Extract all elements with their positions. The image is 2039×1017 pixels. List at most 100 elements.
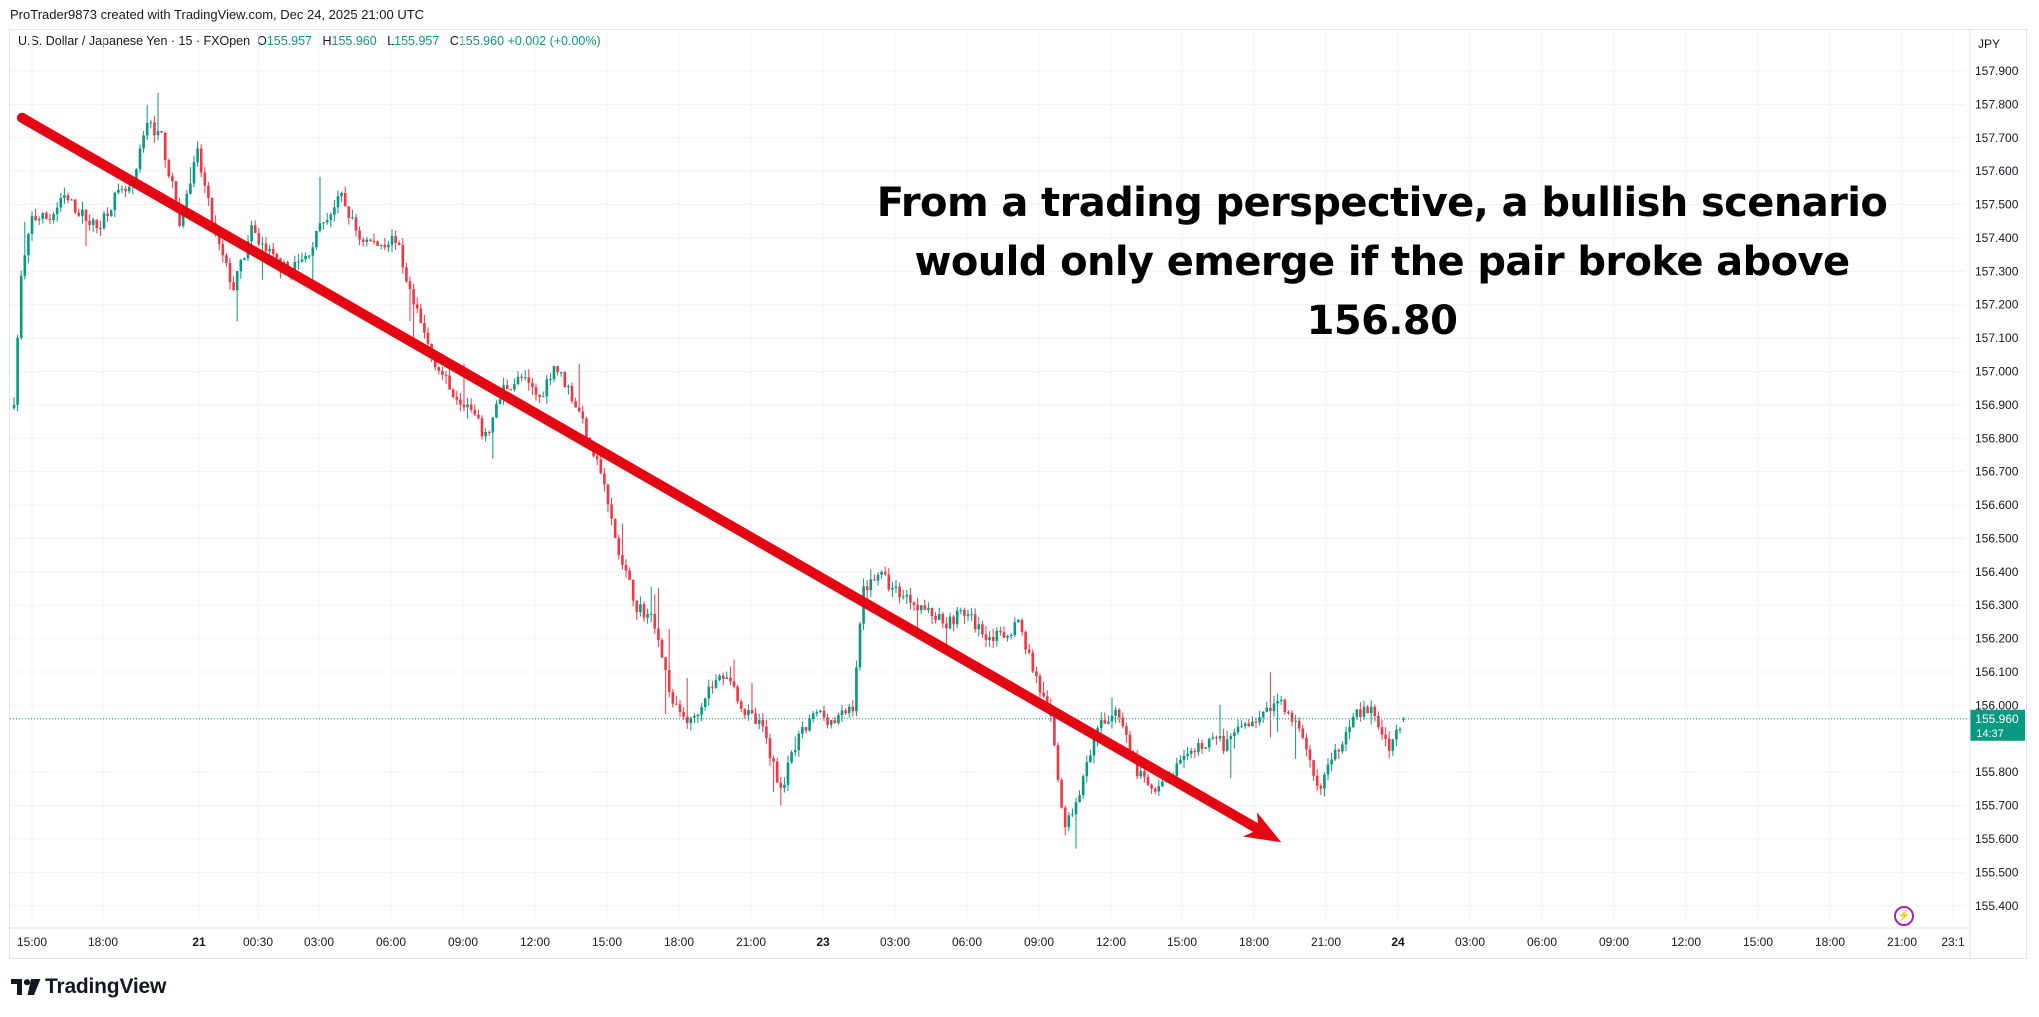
candle-body xyxy=(1182,755,1186,760)
candle-body xyxy=(549,379,552,381)
y-tick-label-18: 156.100 xyxy=(1975,665,2019,679)
candle-324 xyxy=(1179,755,1182,765)
candle-192 xyxy=(703,697,707,711)
candle-body xyxy=(448,375,451,390)
chart-frame[interactable] xyxy=(9,29,2027,959)
candle-359 xyxy=(1305,733,1308,757)
candle-body xyxy=(12,404,16,409)
candle-352 xyxy=(1279,695,1283,706)
candle-body xyxy=(664,657,667,671)
current-price-value: 155.960 xyxy=(1975,712,2019,726)
candle-body xyxy=(613,518,617,539)
candle-body xyxy=(617,538,621,556)
candle-175 xyxy=(642,601,646,622)
candle-220 xyxy=(804,726,808,734)
candle-body xyxy=(984,634,988,640)
candle-20 xyxy=(84,209,88,247)
y-tick-label-10: 156.900 xyxy=(1975,398,2019,412)
high-value: 155.960 xyxy=(331,34,377,48)
symbol-name[interactable]: U.S. Dollar / Japanese Yen · 15 · FXOpen xyxy=(18,34,251,48)
candle-body xyxy=(1305,737,1308,750)
candle-357 xyxy=(1297,717,1301,733)
y-tick-label-14: 156.500 xyxy=(1975,531,2019,545)
candle-body xyxy=(739,701,743,709)
candle-body xyxy=(271,248,275,254)
candle-4 xyxy=(27,232,30,263)
candle-body xyxy=(1369,706,1373,714)
candle-body xyxy=(1333,749,1337,760)
candle-body xyxy=(811,713,815,719)
candle-body xyxy=(419,308,423,324)
candle-140 xyxy=(516,371,520,386)
candle-body xyxy=(1225,739,1229,751)
candle-body xyxy=(81,209,84,216)
candle-285 xyxy=(1038,673,1042,698)
candle-body xyxy=(189,183,192,194)
candle-330 xyxy=(1200,739,1204,754)
candle-138 xyxy=(509,388,513,391)
candle-body xyxy=(210,197,214,224)
candle-body xyxy=(1135,756,1139,777)
candle-body xyxy=(1035,671,1038,677)
candle-105 xyxy=(390,229,394,252)
candle-109 xyxy=(405,262,408,284)
candle-95 xyxy=(354,213,358,237)
y-tick-label-17: 156.200 xyxy=(1975,632,2019,646)
candle-79 xyxy=(297,253,300,271)
candle-body xyxy=(1258,717,1261,723)
candle-body xyxy=(55,207,59,215)
candle-150 xyxy=(552,365,556,383)
candle-86 xyxy=(322,221,325,230)
candle-body xyxy=(498,399,502,404)
candle-10 xyxy=(48,213,52,225)
x-tick-label-14: 09:00 xyxy=(1024,935,1054,949)
candle-254 xyxy=(927,602,930,614)
candle-body xyxy=(844,710,847,714)
candle-12 xyxy=(55,202,59,222)
candle-body xyxy=(1128,734,1132,753)
candle-body xyxy=(1387,738,1391,751)
candle-body xyxy=(1103,720,1107,724)
x-tick-label-7: 12:00 xyxy=(520,935,550,949)
candle-body xyxy=(603,473,606,485)
candle-35 xyxy=(138,144,142,173)
candle-5 xyxy=(30,211,34,242)
candle-body xyxy=(138,148,142,170)
candle-337 xyxy=(1225,730,1229,752)
y-tick-label-11: 156.800 xyxy=(1975,431,2019,445)
candle-body xyxy=(901,596,905,598)
candle-217 xyxy=(793,736,797,757)
x-tick-label-12: 03:00 xyxy=(880,935,910,949)
candle-331 xyxy=(1204,747,1207,749)
currency-label[interactable]: JPY xyxy=(1978,37,2001,51)
candle-53 xyxy=(203,167,207,194)
candle-body xyxy=(1251,721,1254,727)
x-tick-label-18: 21:00 xyxy=(1311,935,1341,949)
candle-body xyxy=(1247,723,1251,727)
tradingview-logo[interactable]: TradingView xyxy=(11,975,166,999)
candle-110 xyxy=(408,276,412,322)
candle-187 xyxy=(685,678,689,730)
candle-341 xyxy=(1240,720,1243,729)
candle-body xyxy=(718,675,721,681)
close-value: 155.960 xyxy=(458,34,505,48)
y-tick-label-15: 156.400 xyxy=(1975,565,2019,579)
candle-body xyxy=(1200,743,1204,749)
candle-127 xyxy=(469,398,473,413)
candle-372 xyxy=(1351,713,1355,729)
candle-344 xyxy=(1251,716,1254,727)
candle-284 xyxy=(1035,666,1038,684)
candle-body xyxy=(1107,721,1110,724)
candle-345 xyxy=(1254,717,1258,729)
candle-body xyxy=(408,281,412,290)
candle-body xyxy=(1085,762,1089,777)
candle-92 xyxy=(343,186,347,207)
candle-body xyxy=(304,255,307,260)
lightning-icon[interactable]: ⚡ xyxy=(1894,906,1914,926)
candle-body xyxy=(1114,709,1117,716)
candle-body xyxy=(754,713,757,725)
candle-302 xyxy=(1099,712,1103,734)
candle-body xyxy=(199,148,203,173)
candle-body xyxy=(941,613,945,624)
